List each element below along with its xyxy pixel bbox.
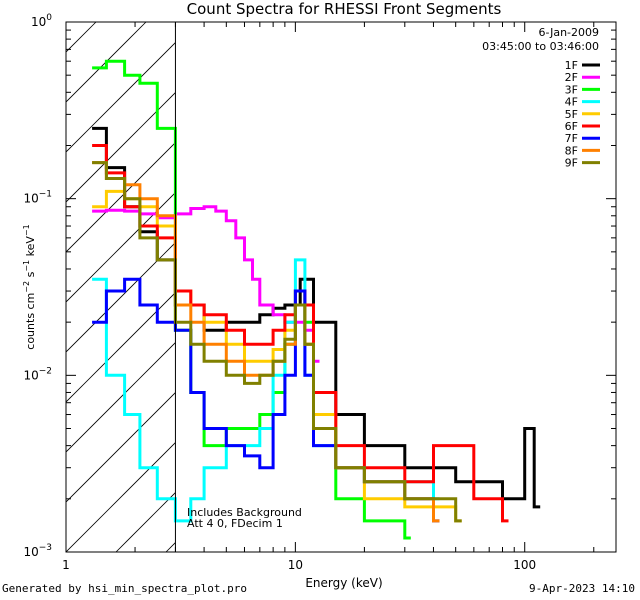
annotation-background: Includes Background [187,506,302,519]
time-range-label: 03:45:00 to 03:46:00 [482,40,599,53]
x-tick-label: 1 [62,558,70,572]
legend-label-5F: 5F [565,108,578,121]
hatch-line [66,92,176,203]
series-line-6F [92,144,509,523]
series-layer [92,59,541,540]
hatch-line [66,192,176,303]
hatched-region [66,22,640,552]
legend-label-8F: 8F [565,144,578,157]
legend-label-1F: 1F [565,59,578,72]
hatch-line [416,22,640,552]
hatch-line [466,22,640,552]
svg-text:counts cm−2 s−1 keV−1: counts cm−2 s−1 keV−1 [22,224,37,349]
legend-label-3F: 3F [565,83,578,96]
axes: 1 10 100 10−3 10−2 10−1 100 [23,13,617,572]
y-tick-label: 10−1 [23,190,52,206]
x-axis-label: Energy (keV) [305,576,382,590]
hatch-line [66,242,176,353]
chart-title: Count Spectra for RHESSI Front Segments [187,0,502,18]
date-label: 6-Jan-2009 [539,26,600,39]
hatch-line [66,142,176,253]
y-tick-label: 10−2 [23,366,52,382]
legend-label-4F: 4F [565,96,578,109]
hatch-line [66,22,97,53]
x-tick-label: 10 [288,558,303,572]
legend-label-6F: 6F [565,120,578,133]
hatch-line [66,342,176,453]
x-tick-label: 100 [513,558,536,572]
legend-label-9F: 9F [565,157,578,170]
y-axis-label: counts cm−2 s−1 keV−1 [22,224,37,349]
legend-label-2F: 2F [565,71,578,84]
hatch-line [66,442,176,552]
y-tick-label: 100 [31,13,52,29]
generated-by-label: Generated by hsi_min_spectra_plot.pro [2,582,248,595]
hatch-line [616,22,640,552]
hatch-line [66,42,176,153]
y-tick-label: 10−3 [23,543,52,559]
series-line-1F [92,126,541,509]
hatch-line [115,492,176,552]
legend-label-7F: 7F [565,132,578,145]
hatch-line [66,392,176,503]
series-line-9F [92,161,462,523]
timestamp-label: 9-Apr-2023 14:10 [529,582,635,595]
plot-frame [65,21,617,553]
annotation-attenuator: Att 4 0, FDecim 1 [187,517,283,530]
